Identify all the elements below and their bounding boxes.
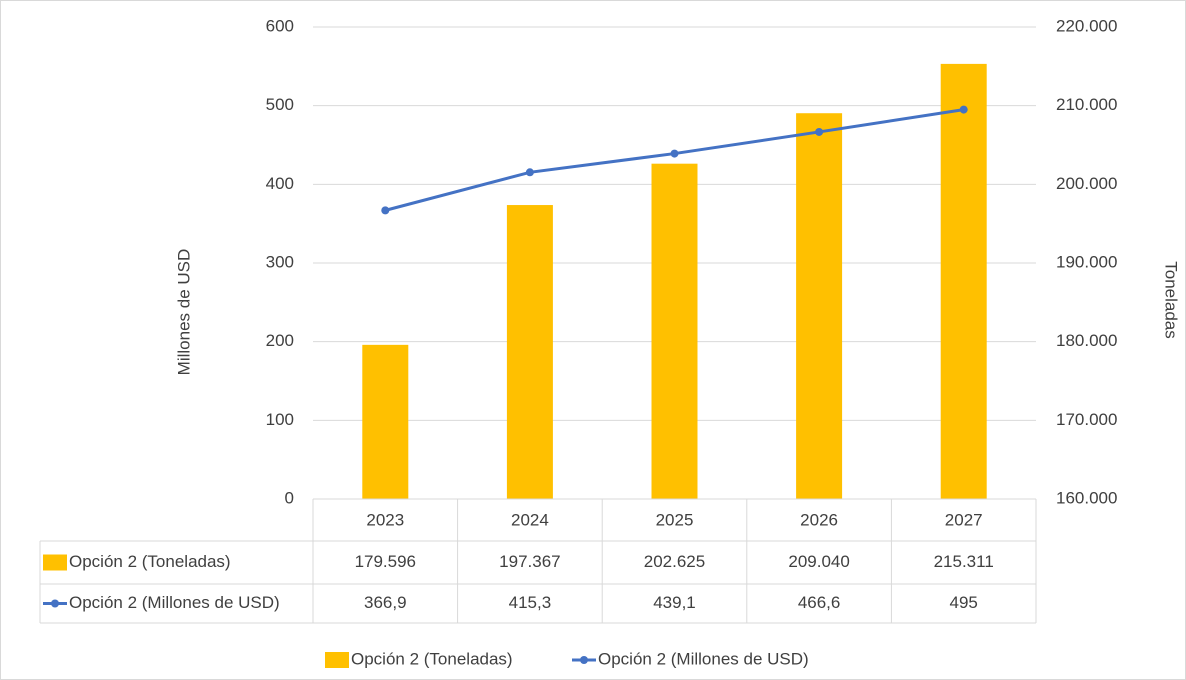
y-tick-label: 500 xyxy=(266,95,294,114)
y2-tick-label: 180.000 xyxy=(1056,331,1117,350)
y-tick-label: 200 xyxy=(266,331,294,350)
y-axis-title: Millones de USD xyxy=(174,249,193,376)
y2-tick-label: 200.000 xyxy=(1056,174,1117,193)
bar xyxy=(940,63,987,499)
bar xyxy=(796,113,843,500)
x-tick-label: 2023 xyxy=(366,510,404,529)
table-legend-key xyxy=(43,554,67,571)
table-cell: 215.311 xyxy=(934,552,994,571)
bar xyxy=(362,344,409,499)
bar xyxy=(651,163,698,499)
y2-tick-label: 190.000 xyxy=(1056,252,1117,271)
table-cell: 415,3 xyxy=(509,593,552,612)
y2-axis-title: Toneladas xyxy=(1162,261,1181,339)
y2-tick-label: 220.000 xyxy=(1056,16,1117,35)
table-cell: 439,1 xyxy=(653,593,696,612)
legend-label: Opción 2 (Millones de USD) xyxy=(598,649,809,668)
y-tick-label: 300 xyxy=(266,252,294,271)
table-series-name: Opción 2 (Millones de USD) xyxy=(69,593,280,612)
legend-label: Opción 2 (Toneladas) xyxy=(351,649,513,668)
line-marker xyxy=(525,168,534,177)
line-marker xyxy=(959,105,968,114)
y2-tick-label: 210.000 xyxy=(1056,95,1117,114)
y2-tick-label: 160.000 xyxy=(1056,488,1117,507)
x-tick-label: 2027 xyxy=(945,510,983,529)
line-marker xyxy=(815,127,824,136)
x-tick-label: 2024 xyxy=(511,510,549,529)
table-cell: 366,9 xyxy=(364,593,407,612)
y2-tick-label: 170.000 xyxy=(1056,410,1117,429)
line-marker xyxy=(381,206,390,215)
y-tick-label: 0 xyxy=(285,488,294,507)
table-cell: 179.596 xyxy=(355,552,416,571)
table-series-name: Opción 2 (Toneladas) xyxy=(69,552,231,571)
legend-key xyxy=(580,656,588,664)
y-tick-label: 400 xyxy=(266,174,294,193)
table-cell: 197.367 xyxy=(499,552,560,571)
bar xyxy=(506,205,553,499)
table-cell: 495 xyxy=(950,593,978,612)
legend-key xyxy=(325,652,349,668)
table-legend-key xyxy=(51,599,59,608)
line-marker xyxy=(670,149,679,158)
y-tick-label: 600 xyxy=(266,16,294,35)
x-tick-label: 2025 xyxy=(656,510,694,529)
x-tick-label: 2026 xyxy=(800,510,838,529)
y-tick-label: 100 xyxy=(266,410,294,429)
table-cell: 209.040 xyxy=(788,552,849,571)
table-cell: 202.625 xyxy=(644,552,705,571)
table-cell: 466,6 xyxy=(798,593,841,612)
